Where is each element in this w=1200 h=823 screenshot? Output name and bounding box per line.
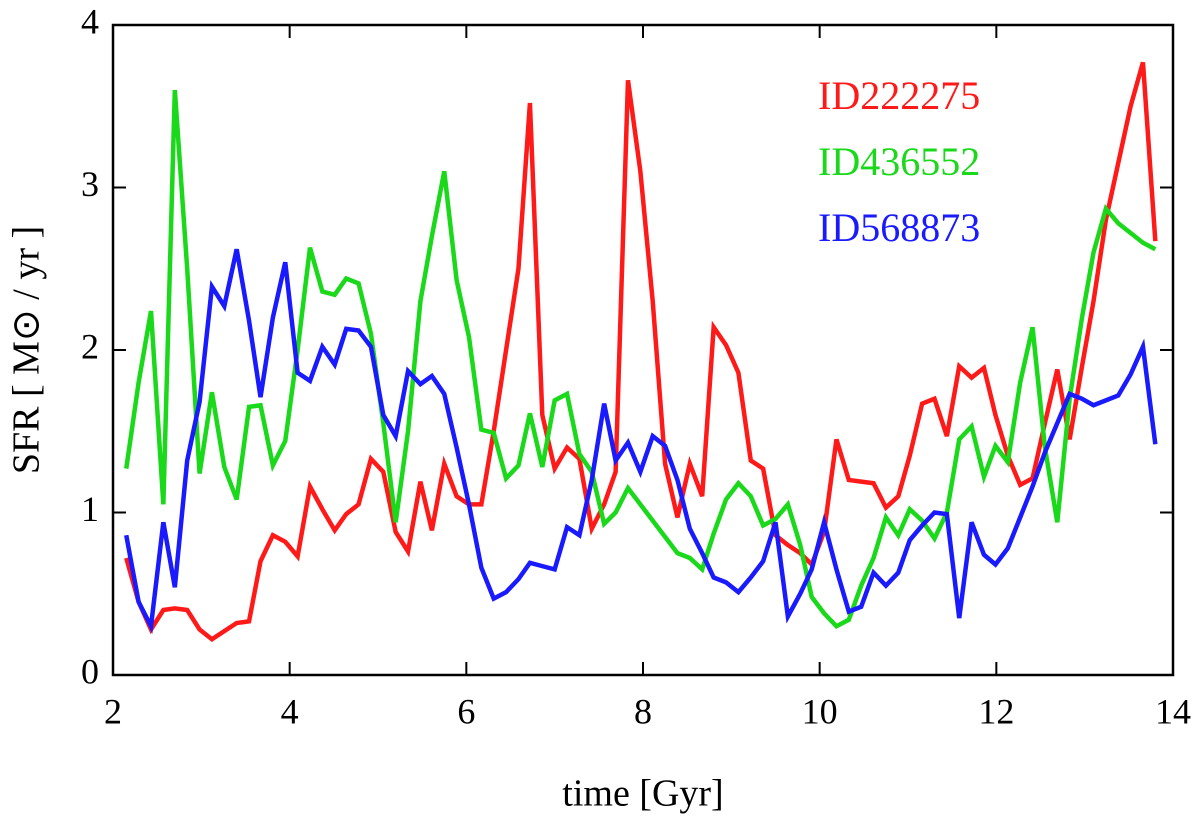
- plot-frame: [111, 23, 1175, 677]
- x-tick-label: 4: [281, 691, 299, 731]
- legend-entry: ID222275: [818, 73, 980, 118]
- series-line: [124, 248, 1158, 634]
- x-axis-label: time [Gyr]: [562, 773, 723, 815]
- y-axis-label: SFR [ M⊙ / yr ]: [6, 226, 48, 474]
- y-tick-label: 3: [81, 164, 99, 204]
- x-tick-label: 8: [634, 691, 652, 731]
- x-tick-label: 6: [457, 691, 475, 731]
- legend-entry: ID568873: [818, 205, 980, 250]
- x-tick-label: 14: [1155, 691, 1191, 731]
- x-tick-label: 2: [104, 691, 122, 731]
- y-tick-label: 1: [81, 489, 99, 529]
- x-tick-label: 12: [978, 691, 1014, 731]
- x-tick-label: 10: [802, 691, 838, 731]
- legend-entry: ID436552: [818, 139, 980, 184]
- y-tick-label: 2: [81, 326, 99, 366]
- y-tick-label: 4: [81, 1, 99, 41]
- series-line: [124, 61, 1158, 643]
- series-line: [124, 89, 1157, 630]
- y-tick-label: 0: [81, 651, 99, 691]
